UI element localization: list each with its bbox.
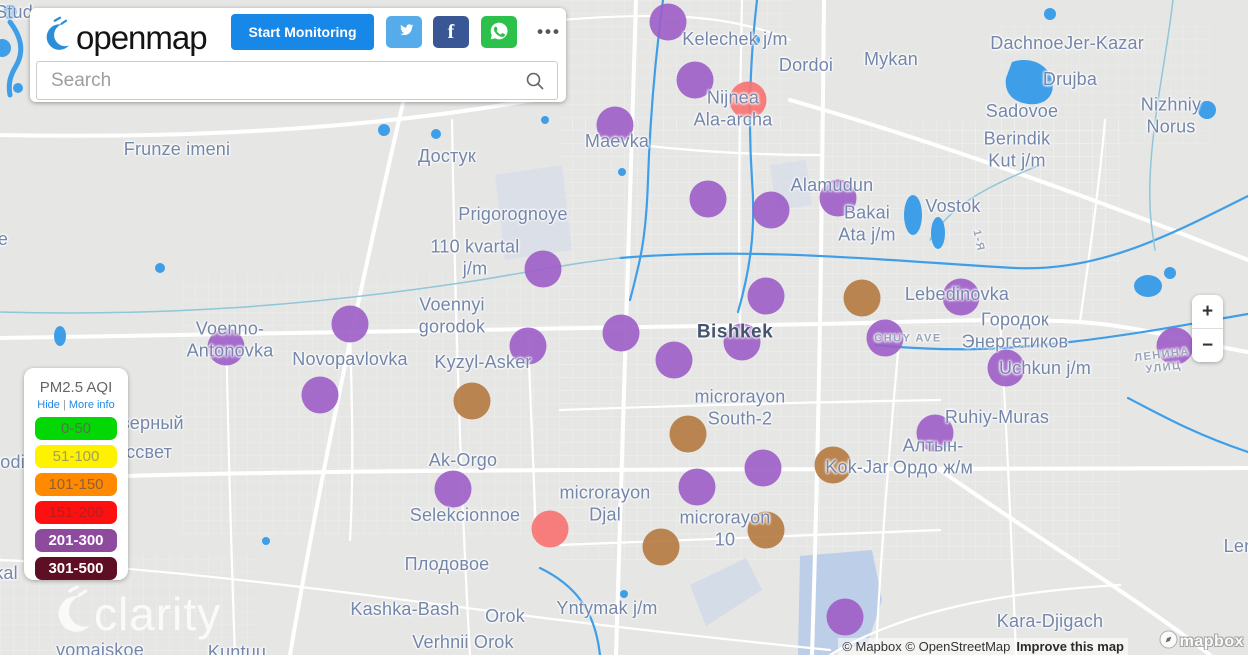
legend-range-pill: 101-150 <box>35 473 117 496</box>
aqi-marker[interactable] <box>649 3 687 41</box>
aqi-marker[interactable] <box>602 314 640 352</box>
improve-map-link[interactable]: Improve this map <box>1016 639 1124 654</box>
aqi-marker[interactable] <box>843 279 881 317</box>
aqi-marker[interactable] <box>814 446 852 484</box>
aqi-marker[interactable] <box>301 376 339 414</box>
openmap-wordmark: openmap <box>76 18 208 56</box>
start-monitoring-button[interactable]: Start Monitoring <box>231 14 374 50</box>
aqi-marker[interactable] <box>596 106 634 144</box>
openmap-logo[interactable]: openmap <box>42 14 208 61</box>
aqi-marker[interactable] <box>207 328 245 366</box>
aqi-marker[interactable] <box>509 327 547 365</box>
search-icon[interactable] <box>524 70 546 97</box>
facebook-f-icon: f <box>447 20 455 43</box>
mapbox-logo[interactable]: mapbox <box>1159 630 1244 654</box>
aqi-marker[interactable] <box>916 414 954 452</box>
aqi-marker[interactable] <box>747 511 785 549</box>
legend-range-pill: 301-500 <box>35 557 117 580</box>
twitter-bird-icon <box>394 21 414 44</box>
aqi-marker[interactable] <box>676 61 714 99</box>
legend-more-info-link[interactable]: More info <box>68 399 115 411</box>
zoom-control: + − <box>1192 295 1223 362</box>
map-attribution: © Mapbox © OpenStreetMap Improve this ma… <box>838 638 1128 655</box>
aqi-marker[interactable] <box>531 510 569 548</box>
zoom-in-button[interactable]: + <box>1192 295 1223 328</box>
aqi-legend: PM2.5 AQI Hide | More info 0-50 51-100 101… <box>24 368 128 580</box>
aqi-marker[interactable] <box>1156 327 1194 365</box>
aqi-marker[interactable] <box>434 470 472 508</box>
aqi-marker[interactable] <box>744 449 782 487</box>
aqi-marker[interactable] <box>331 305 369 343</box>
legend-range-pill: 51-100 <box>35 445 117 468</box>
aqi-marker[interactable] <box>678 468 716 506</box>
legend-hide-link[interactable]: Hide <box>37 399 60 411</box>
legend-range-pill: 201-300 <box>35 529 117 552</box>
facebook-share-button[interactable]: f <box>433 16 469 48</box>
aqi-marker[interactable] <box>819 179 857 217</box>
mapbox-attribution-link[interactable]: © Mapbox <box>842 639 902 654</box>
legend-range-pill: 0-50 <box>35 417 117 440</box>
aqi-marker[interactable] <box>942 278 980 316</box>
aqi-marker[interactable] <box>669 415 707 453</box>
aqi-marker[interactable] <box>987 349 1025 387</box>
aqi-marker[interactable] <box>866 319 904 357</box>
aqi-marker[interactable] <box>729 81 767 119</box>
search-bar <box>36 61 558 100</box>
openmap-crescent-icon <box>42 14 72 61</box>
twitter-share-button[interactable] <box>386 16 422 48</box>
zoom-out-button[interactable]: − <box>1192 329 1223 362</box>
more-options-button[interactable]: ••• <box>531 16 567 48</box>
legend-title: PM2.5 AQI <box>39 379 113 396</box>
header-card: openmap Start Monitoring f <box>30 8 566 102</box>
legend-ranges: 0-50 51-100 101-150 151-200 201-300 301-500 <box>24 417 128 580</box>
whatsapp-share-button[interactable] <box>481 16 517 48</box>
aqi-marker[interactable] <box>826 598 864 636</box>
aqi-marker[interactable] <box>723 323 761 361</box>
zoom-divider <box>1192 328 1223 329</box>
search-input[interactable] <box>36 61 558 100</box>
mapbox-compass-icon <box>1159 630 1178 654</box>
legend-range-pill: 151-200 <box>35 501 117 524</box>
legend-link-separator: | <box>62 399 66 411</box>
aqi-marker[interactable] <box>453 382 491 420</box>
aqi-marker[interactable] <box>747 277 785 315</box>
legend-links: Hide | More info <box>24 399 128 411</box>
aqi-marker[interactable] <box>655 341 693 379</box>
header-toolbar: openmap Start Monitoring f <box>30 8 566 60</box>
aqi-marker[interactable] <box>689 180 727 218</box>
osm-attribution-link[interactable]: © OpenStreetMap <box>905 639 1011 654</box>
mapbox-wordmark: mapbox <box>1179 633 1244 650</box>
aqi-marker[interactable] <box>524 250 562 288</box>
aqi-marker[interactable] <box>752 191 790 229</box>
whatsapp-icon <box>489 21 509 44</box>
aqi-marker[interactable] <box>642 528 680 566</box>
